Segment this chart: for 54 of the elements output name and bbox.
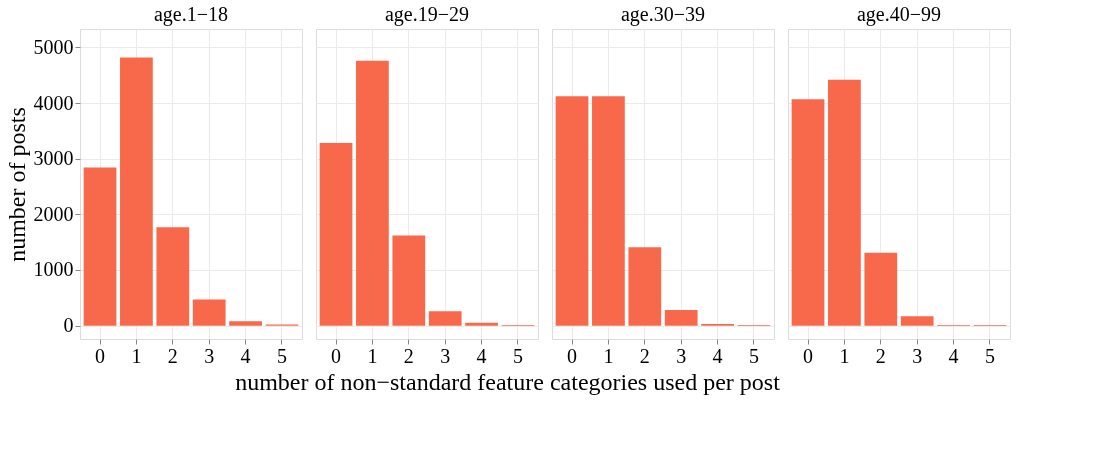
bar [864, 252, 898, 326]
x-tick-label: 5 [512, 344, 523, 367]
bar [356, 60, 389, 326]
x-tick-label: 4 [712, 344, 723, 367]
x-tick-label: 0 [567, 344, 578, 367]
chart-title: age.30−39 [620, 3, 706, 26]
x-tick-label: 3 [440, 344, 451, 367]
x-tick-label: 5 [984, 344, 995, 367]
x-tick-label: 1 [603, 344, 614, 367]
y-tick-label: 0 [63, 314, 74, 337]
x-tick-label: 3 [204, 344, 215, 367]
x-tick-label: 5 [748, 344, 759, 367]
chart-title: age.1−18 [153, 3, 229, 26]
bar [900, 316, 934, 326]
y-axis-title: number of posts [3, 107, 30, 262]
bar [428, 311, 462, 326]
chart-title: age.19−29 [384, 3, 470, 26]
x-tick-label: 1 [839, 344, 850, 367]
y-tick-label: 3000 [33, 147, 74, 170]
x-tick-label: 2 [875, 344, 886, 367]
bar [465, 322, 498, 326]
x-tick-label: 5 [276, 344, 287, 367]
bar [319, 143, 353, 326]
x-tick-label: 1 [367, 344, 378, 367]
bar [156, 227, 190, 326]
bar [628, 247, 662, 326]
y-tick-label: 5000 [33, 35, 74, 58]
bar [192, 299, 226, 326]
x-tick-label: 3 [912, 344, 923, 367]
y-tick-label: 2000 [33, 202, 74, 225]
bar [791, 99, 825, 326]
x-tick-label: 0 [95, 344, 106, 367]
x-tick-label: 4 [948, 344, 959, 367]
x-tick-label: 4 [240, 344, 251, 367]
bar [83, 167, 117, 326]
bar [664, 310, 698, 326]
y-tick-label: 4000 [33, 91, 74, 114]
x-tick-label: 1 [131, 344, 142, 367]
bar [120, 57, 153, 326]
x-axis-title: number of non−standard feature categories used per post [235, 368, 781, 395]
x-tick-label: 3 [676, 344, 687, 367]
bar [555, 96, 589, 326]
bar [828, 79, 861, 326]
x-tick-label: 4 [476, 344, 487, 367]
bar [229, 321, 262, 326]
y-tick-label: 1000 [33, 258, 74, 281]
x-tick-label: 2 [639, 344, 650, 367]
x-tick-label: 2 [403, 344, 414, 367]
bar [392, 235, 426, 326]
chart-title: age.40−99 [856, 3, 942, 26]
x-tick-label: 2 [167, 344, 178, 367]
x-tick-label: 0 [803, 344, 814, 367]
bar [592, 96, 625, 326]
x-tick-label: 0 [331, 344, 342, 367]
